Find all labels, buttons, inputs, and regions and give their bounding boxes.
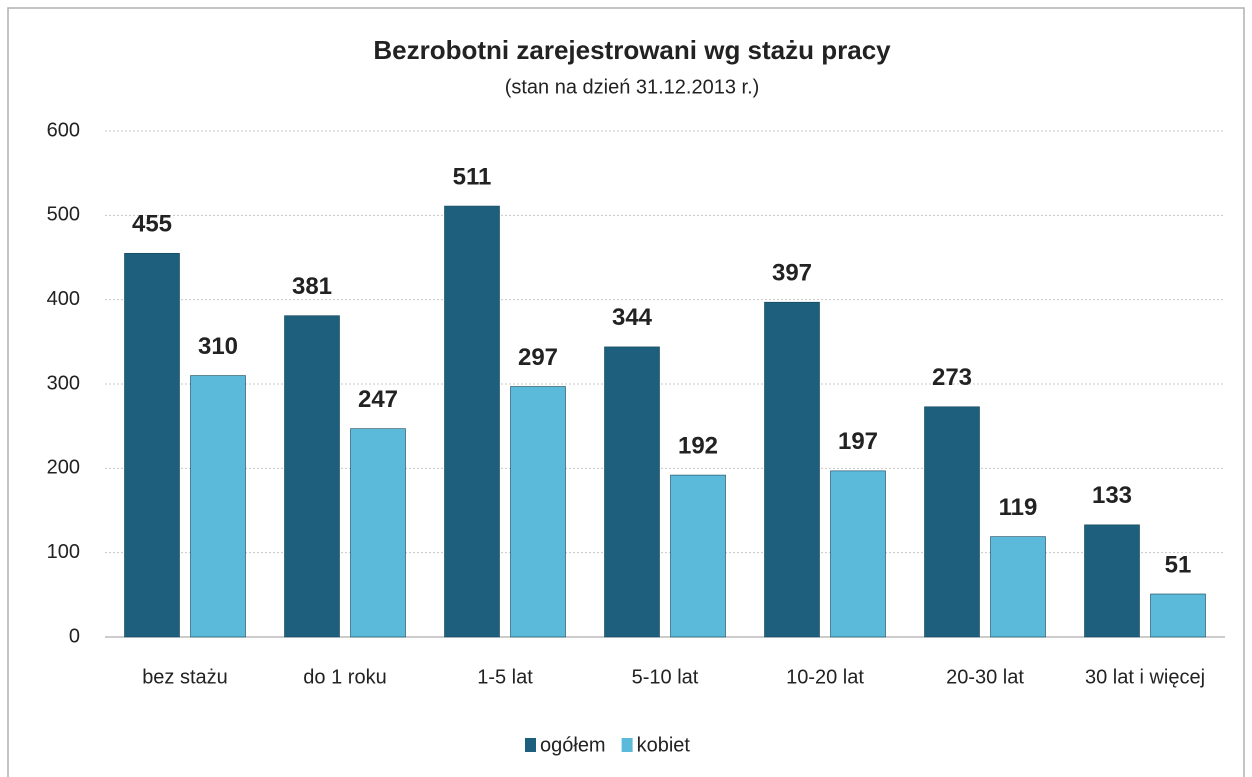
chart-title: Bezrobotni zarejestrowani wg stażu pracy	[373, 35, 891, 65]
bar	[510, 386, 566, 638]
bar	[1150, 593, 1206, 638]
y-tick-label: 400	[47, 288, 80, 310]
data-label: 344	[612, 304, 653, 331]
data-label: 381	[292, 273, 332, 300]
x-tick-label: 20-30 lat	[946, 666, 1024, 688]
legend-label: ogółem	[540, 734, 606, 756]
data-label: 297	[518, 344, 558, 371]
legend-swatch	[525, 738, 536, 752]
y-tick-label: 200	[47, 457, 80, 479]
bar	[190, 375, 246, 638]
bar	[1084, 524, 1140, 638]
x-tick-label: 5-10 lat	[632, 666, 699, 688]
bar	[764, 301, 820, 638]
data-label: 455	[132, 211, 172, 238]
data-label: 51	[1165, 551, 1192, 578]
data-label: 397	[772, 260, 812, 287]
bar	[284, 315, 340, 638]
x-tick-label: do 1 roku	[303, 666, 386, 688]
bar	[350, 428, 406, 638]
y-tick-label: 100	[47, 541, 80, 563]
bar	[990, 536, 1046, 638]
bar	[604, 346, 660, 638]
y-tick-label: 600	[47, 119, 80, 141]
data-label: 133	[1092, 482, 1132, 509]
data-label: 192	[678, 432, 718, 459]
bar	[124, 252, 180, 638]
data-label: 197	[838, 428, 878, 455]
x-tick-label: 10-20 lat	[786, 666, 864, 688]
x-tick-label: 30 lat i więcej	[1085, 666, 1205, 688]
data-label: 247	[358, 386, 398, 413]
data-label: 511	[453, 163, 492, 190]
data-label: 310	[198, 333, 238, 360]
x-tick-label: bez stażu	[142, 666, 228, 688]
legend-swatch	[621, 738, 633, 752]
bar	[924, 406, 980, 638]
chart-subtitle: (stan na dzień 31.12.2013 r.)	[505, 76, 760, 98]
y-tick-label: 500	[47, 204, 80, 226]
y-tick-label: 300	[47, 372, 80, 394]
x-tick-label: 1-5 lat	[477, 666, 533, 688]
legend-label: kobiet	[637, 734, 691, 756]
bar	[830, 470, 886, 638]
data-label: 273	[932, 364, 972, 391]
bar	[670, 474, 726, 638]
y-tick-label: 0	[69, 625, 80, 647]
bar	[444, 205, 500, 638]
data-label: 119	[999, 494, 1038, 521]
